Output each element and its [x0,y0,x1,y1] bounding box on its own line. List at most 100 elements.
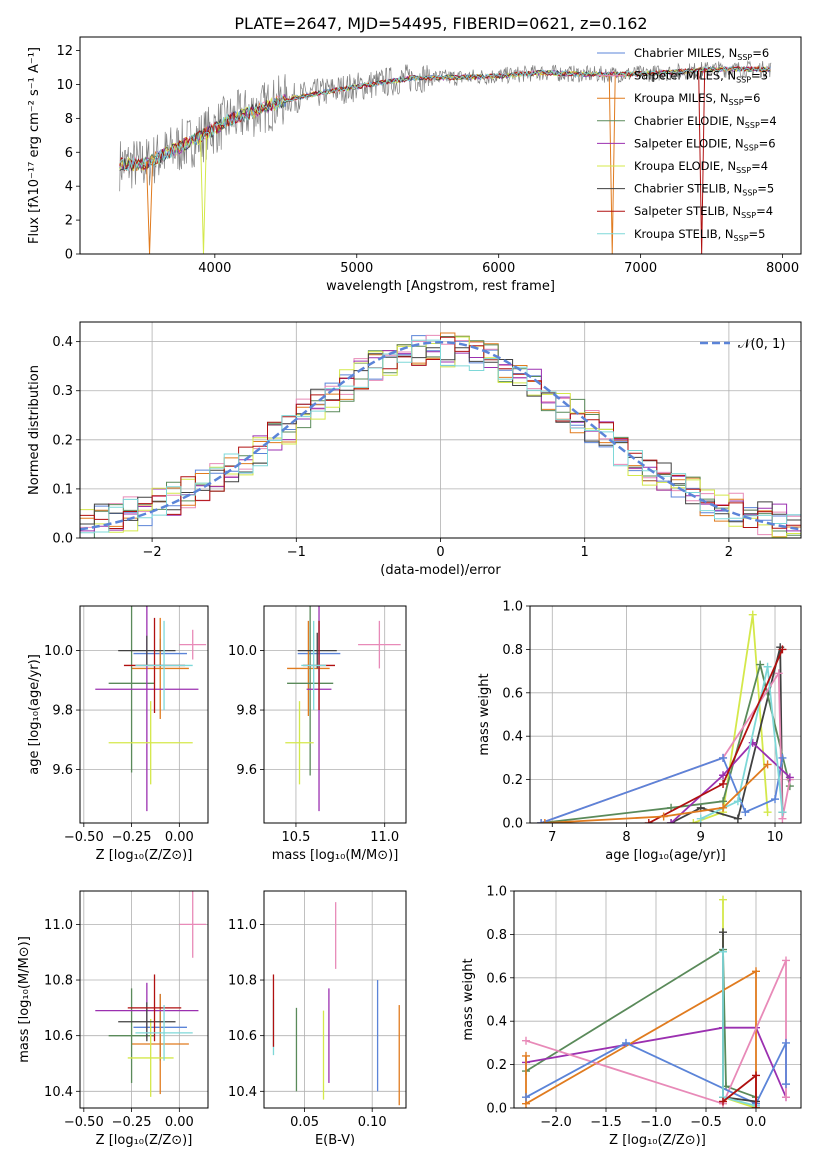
legend-label-suffix: =5 [757,182,774,196]
tick-label-x: −2 [143,545,162,560]
series-marker [756,660,765,669]
tick-label-x: 0.00 [165,830,194,845]
spectrum-dip-line [698,69,706,254]
series-marker [771,795,780,804]
series-marker [689,819,698,823]
series-marker [644,819,653,823]
tick-label-y: 1.0 [486,885,507,900]
tick-label-x: −1.0 [640,1115,672,1130]
series-marker [763,760,772,769]
series-marker [774,669,783,678]
tick-label-y: 11.0 [228,918,257,933]
tick-label-y: 9.8 [52,704,73,719]
tick-label-y: 9.6 [52,763,73,778]
spectrum-dip-line [608,74,616,254]
legend-entry-label: Kroupa MILES, NSSP=6 [634,91,760,107]
axis-label-x: age [log₁₀(age/yr)] [605,848,726,863]
legend-label-main: Salpeter STELIB, N [634,204,741,218]
tick-label-y: 9.8 [236,704,257,719]
series-marker [733,814,742,823]
tick-label-y: 0.0 [486,1102,507,1117]
tick-label-x: 4000 [198,261,231,276]
spectrum-dip-line [199,135,207,254]
legend-label-suffix: =4 [751,159,768,173]
legend-label-suffix: =6 [752,46,769,60]
chart-spectrum: 4000 5000 6000 7000 8000 0 2 4 6 8 10 12 wavelength … [27,36,802,294]
legend-label-suffix: =6 [759,136,776,150]
series-line [525,960,787,1105]
axis-label-y: mass weight [461,958,476,1040]
tick-label-x: 0.0 [746,1115,767,1130]
tick-label-y: 10.0 [44,644,73,659]
tick-label-y: 10 [56,78,73,93]
series-marker [719,928,727,937]
tick-label-y: 9.6 [236,763,257,778]
axis-label-x: (data-model)/error [380,563,501,578]
tick-label-y: 0.6 [486,971,507,986]
series-marker [778,645,787,654]
chart-mass-vs-Z: −0.50 −0.25 0.00 10.4 10.6 10.8 11.0 Z [log₁₀(Z… [17,890,209,1148]
series-marker [763,808,772,817]
axis-label-y: age [log₁₀(age/yr)] [27,654,42,775]
tick-label-y: 0.6 [502,686,523,701]
chart-age-vs-Z: −0.50 −0.25 0.00 9.6 9.8 10.0 Z [log₁₀(Z/Z⊙)] a… [27,605,209,863]
tick-label-x: −0.25 [112,1115,152,1130]
tick-label-x: 0.00 [165,1115,194,1130]
tick-label-y: 12 [56,44,73,59]
tick-label-y: 0 [65,248,73,263]
legend-entry-label: 𝒩(0, 1) [738,337,785,352]
legend-label-main: Chabrier STELIB, N [634,182,742,196]
series-marker [752,1104,760,1108]
plot-area-massweight-vs-Z [522,895,790,1108]
series-marker [659,812,668,821]
axis-label-y: mass weight [477,673,492,755]
tick-label-x: 11.0 [370,830,399,845]
series-marker [540,819,549,823]
tick-label-x: −1 [287,545,306,560]
tick-label-y: 10.6 [228,1029,257,1044]
axes-frame [263,605,407,824]
series-line [692,614,769,823]
tick-label-y: 0.0 [52,532,73,547]
axis-label-x: Z [log₁₀(Z/Z⊙)] [609,1133,706,1148]
plot-area-residuals [80,332,801,538]
legend-label-main: Chabrier ELODIE, N [634,114,745,128]
series-marker [719,771,728,780]
spectrum-model-line [119,65,771,172]
plot-area-age-vs-Z [95,606,207,812]
normal-curve [80,340,801,531]
axis-label-x: wavelength [Angstrom, rest frame] [326,279,555,294]
series-marker [778,808,787,817]
tick-label-y: 6 [65,146,73,161]
tick-label-x: −0.50 [64,830,104,845]
series-marker [782,1038,790,1047]
axes-frame [513,890,802,1109]
series-marker [752,967,760,976]
legend-label-suffix: =6 [744,91,761,105]
tick-label-x: −0.5 [690,1115,722,1130]
legend-label-sub: SSP [729,98,744,107]
spectrum-dip-line [146,161,154,254]
series-marker [782,1080,790,1089]
axes-frame [263,890,407,1109]
legend-label-main: Kroupa STELIB, N [634,227,734,241]
legend-label-sub: SSP [741,211,756,220]
tick-label-y: 10.8 [228,974,257,989]
tick-label-x: −0.25 [112,830,152,845]
legend-label-suffix: =3 [751,69,768,83]
legend-label-sub: SSP [736,166,751,175]
tick-label-y: 0.4 [486,1015,507,1030]
tick-label-y: 10.6 [44,1029,73,1044]
legend-label-main: Kroupa ELODIE, N [634,159,736,173]
tick-label-x: −2.0 [540,1115,572,1130]
series-marker [748,610,757,619]
legend-label-main: Salpeter ELODIE, N [634,136,744,150]
legend-entry-label: Salpeter MILES, NSSP=3 [634,69,768,85]
series-marker [622,1038,630,1047]
series-marker [719,895,727,904]
tick-label-x: −0.50 [64,1115,104,1130]
tick-label-y: 0.1 [52,482,73,497]
tick-label-y: 0.0 [502,817,523,832]
legend-entry-label: Chabrier STELIB, NSSP=5 [634,182,774,198]
